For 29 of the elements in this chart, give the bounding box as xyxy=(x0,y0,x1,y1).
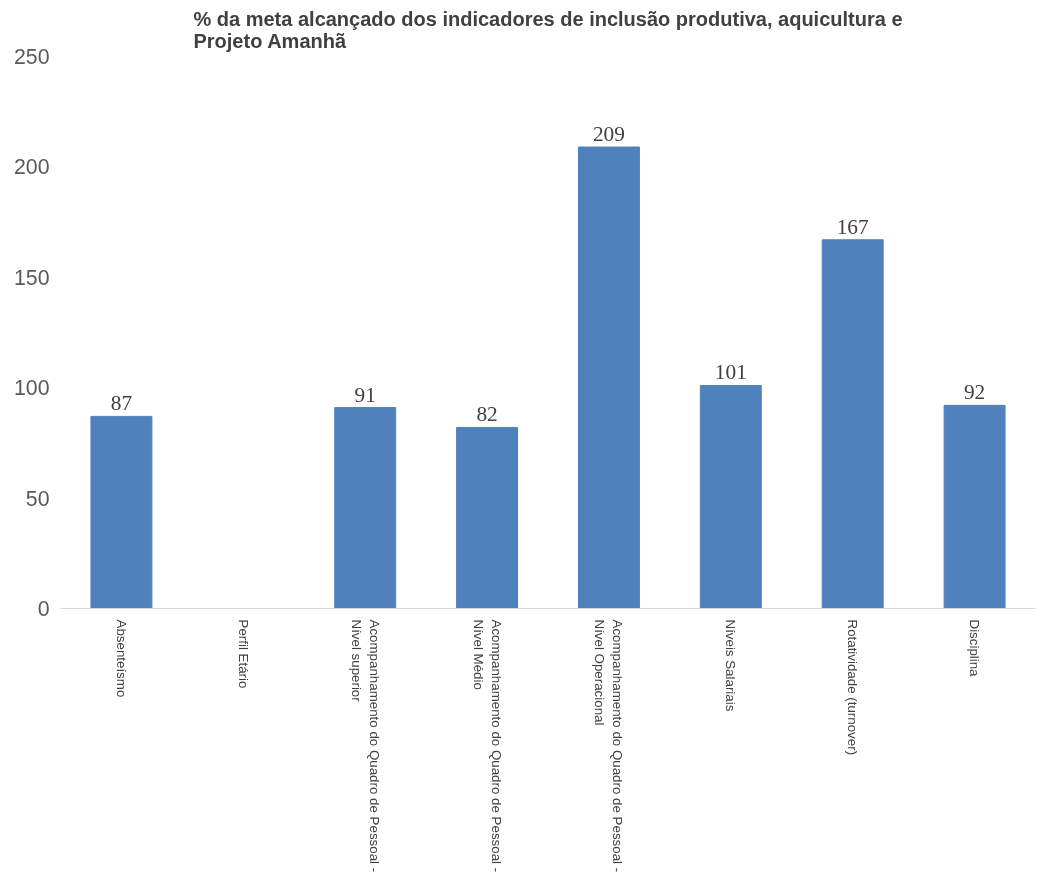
data-label: 87 xyxy=(110,391,133,416)
bar xyxy=(821,239,884,609)
data-label: 91 xyxy=(354,382,376,407)
data-label: 167 xyxy=(836,214,870,239)
x-tick-label: Níveis Salariais xyxy=(723,619,739,712)
data-label: 101 xyxy=(714,360,747,385)
x-tick-label: Acompanhamento do Quadro de Pessoal - Nível Operacional xyxy=(592,619,626,873)
y-tick-label: 150 xyxy=(13,265,50,290)
data-label: 92 xyxy=(963,380,986,405)
bar xyxy=(334,407,397,609)
bar xyxy=(577,146,640,609)
bar xyxy=(90,415,153,609)
x-tick-label: Absenteísmo xyxy=(113,619,129,698)
data-label: 209 xyxy=(592,122,625,147)
y-tick-label: 100 xyxy=(13,376,50,401)
x-tick-label: Acompanhamento do Quadro de Pessoal - Nível superior xyxy=(348,619,382,873)
x-tick-label: Perfil Etário xyxy=(235,619,251,689)
x-tick-label: Disciplina xyxy=(967,619,983,678)
y-tick-label: 200 xyxy=(13,155,50,180)
bar xyxy=(943,404,1006,609)
y-tick-label: 0 xyxy=(37,597,50,621)
x-tick-label: Rotatividade (turnover) xyxy=(845,619,861,756)
x-tick-label: Acompanhamento do Quadro de Pessoal - Nível Médio xyxy=(470,619,504,873)
y-tick-label: 250 xyxy=(13,45,50,69)
bar xyxy=(456,426,519,609)
chart-title: % da meta alcançado dos indicadores de inclusão produtiva, aquicultura e Projeto Amanhã xyxy=(193,7,903,52)
y-tick-label: 50 xyxy=(25,486,50,511)
bar xyxy=(699,384,762,609)
data-label: 82 xyxy=(476,402,498,427)
